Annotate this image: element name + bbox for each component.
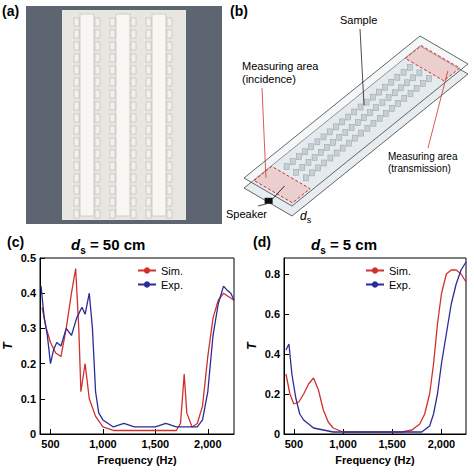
svg-text:(d): (d) [253,234,271,250]
svg-text:Exp.: Exp. [161,279,183,291]
svg-text:(transmission): (transmission) [388,163,451,174]
svg-text:(c): (c) [7,234,24,250]
svg-text:(b): (b) [230,3,248,19]
svg-text:Frequency (Hz): Frequency (Hz) [335,454,415,466]
svg-text:500: 500 [285,438,303,450]
svg-text:T: T [1,341,15,350]
svg-text:0: 0 [274,428,280,440]
svg-text:1,500: 1,500 [378,438,406,450]
svg-text:Sim.: Sim. [389,265,411,277]
svg-text:1,000: 1,000 [329,438,357,450]
svg-text:0.2: 0.2 [21,358,36,370]
svg-text:500: 500 [41,438,59,450]
svg-text:Frequency (Hz): Frequency (Hz) [97,454,177,466]
svg-text:Exp.: Exp. [389,279,411,291]
svg-text:0.4: 0.4 [21,287,37,299]
svg-text:Sample: Sample [340,14,377,26]
html-text:ds: ds [311,236,326,256]
svg-text:ds: ds [300,209,312,225]
svg-text:0.2: 0.2 [265,388,280,400]
svg-text:Measuring area: Measuring area [388,151,458,162]
svg-text:0.1: 0.1 [21,393,36,405]
svg-text:(incidence): (incidence) [242,73,296,85]
svg-text:0.4: 0.4 [265,348,281,360]
svg-text:2,000: 2,000 [428,438,456,450]
svg-text:Measuring area: Measuring area [242,60,319,72]
svg-text:Sim.: Sim. [161,265,183,277]
svg-text:T: T [245,341,259,350]
svg-text:= 5 cm: = 5 cm [326,236,377,253]
svg-text:0.6: 0.6 [265,308,280,320]
svg-text:Speaker: Speaker [226,208,267,220]
svg-text:0.3: 0.3 [21,322,36,334]
html-text:ds: ds [71,236,86,256]
svg-text:1,500: 1,500 [142,438,170,450]
svg-text:0.5: 0.5 [21,252,36,264]
svg-text:0: 0 [30,428,36,440]
svg-text:2,000: 2,000 [194,438,222,450]
svg-text:= 50 cm: = 50 cm [86,236,146,253]
svg-text:1,000: 1,000 [89,438,117,450]
svg-text:(a): (a) [2,3,19,19]
svg-text:0.8: 0.8 [265,268,280,280]
